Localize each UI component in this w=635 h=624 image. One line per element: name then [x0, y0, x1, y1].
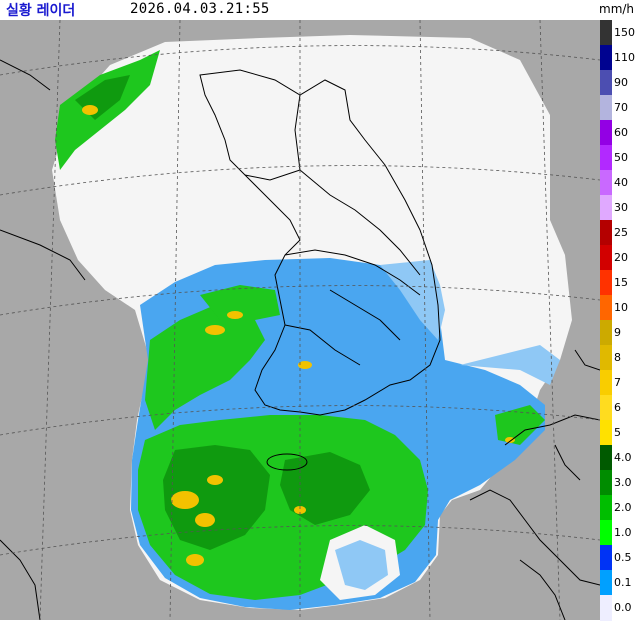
legend-swatch — [600, 495, 612, 521]
legend-label: 150 — [614, 25, 635, 39]
legend-label: 0.5 — [614, 550, 632, 564]
legend-swatch — [600, 545, 612, 571]
radar-timestamp: 2026.04.03.21:55 — [130, 1, 270, 17]
legend-swatch — [600, 270, 612, 296]
legend-swatch — [600, 195, 612, 221]
legend-label: 8 — [614, 350, 621, 364]
legend-swatch — [600, 70, 612, 96]
legend-label: 25 — [614, 225, 628, 239]
legend-label: 50 — [614, 150, 628, 164]
legend-swatch — [600, 170, 612, 196]
legend-swatch — [600, 20, 612, 46]
coastlines — [0, 59, 601, 621]
legend-label: 7 — [614, 375, 621, 389]
legend-label: 9 — [614, 325, 621, 339]
legend-label: 0.1 — [614, 575, 632, 589]
legend-swatch — [600, 145, 612, 171]
legend-swatch — [600, 420, 612, 446]
legend-label: 0.0 — [614, 600, 632, 614]
legend-swatch — [600, 45, 612, 71]
legend-label: 70 — [614, 100, 628, 114]
legend-label: 4.0 — [614, 450, 632, 464]
legend-swatch — [600, 220, 612, 246]
legend-label: 60 — [614, 125, 628, 139]
legend-swatch — [600, 395, 612, 421]
legend-swatch — [600, 120, 612, 146]
legend-swatch — [600, 470, 612, 496]
legend-label: 3.0 — [614, 475, 632, 489]
precipitation-legend: 150 110 90 70 60 50 40 30 25 20 15 10 9 8 7 6 5 4.0 3.0 2.0… — [600, 20, 635, 621]
legend-swatch — [600, 445, 612, 471]
legend-swatch — [600, 320, 612, 346]
legend-swatch — [600, 520, 612, 546]
legend-label: 5 — [614, 425, 621, 439]
legend-swatch — [600, 245, 612, 271]
legend-label: 1.0 — [614, 525, 632, 539]
page-title: 실황 레이더 — [6, 3, 76, 19]
legend-label: 20 — [614, 250, 628, 264]
legend-label: 30 — [614, 200, 628, 214]
legend-label: 2.0 — [614, 500, 632, 514]
header-bar: 실황 레이더 2026.04.03.21:55 mm/h — [0, 0, 635, 20]
legend-swatch — [600, 595, 612, 621]
radar-map[interactable] — [0, 19, 601, 621]
legend-swatch — [600, 370, 612, 396]
legend-swatch — [600, 95, 612, 121]
legend-label: 90 — [614, 75, 628, 89]
legend-label: 10 — [614, 300, 628, 314]
legend-unit: mm/h — [599, 2, 635, 16]
radar-map-canvas — [0, 19, 601, 621]
lat-lon-grid — [0, 19, 601, 621]
legend-swatch — [600, 570, 612, 596]
legend-swatch — [600, 295, 612, 321]
legend-label: 40 — [614, 175, 628, 189]
legend-label: 110 — [614, 50, 635, 64]
legend-label: 6 — [614, 400, 621, 414]
precipitation-heavy — [82, 105, 515, 566]
legend-swatch — [600, 345, 612, 371]
light-rain-gap — [335, 540, 388, 590]
legend-label: 15 — [614, 275, 628, 289]
